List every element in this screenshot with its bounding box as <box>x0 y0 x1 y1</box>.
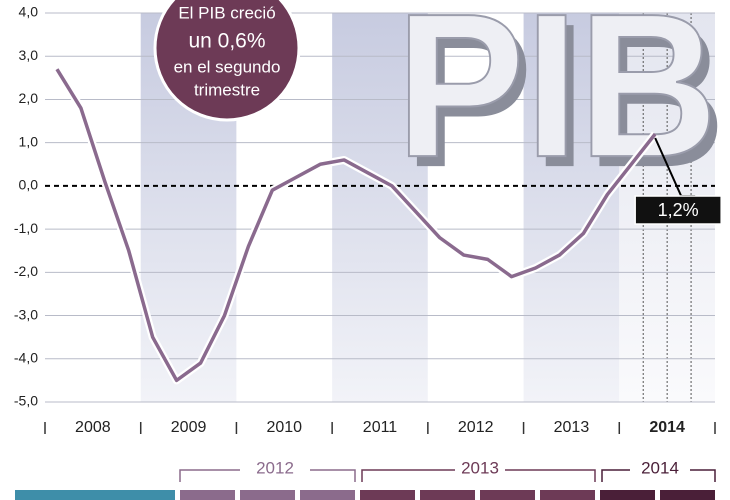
strip-box <box>660 490 715 500</box>
strip-box <box>240 490 295 500</box>
x-tick-label: 2009 <box>171 419 207 436</box>
year-band <box>427 13 524 402</box>
x-tick-label: 2012 <box>458 419 494 436</box>
annotation-line: trimestre <box>194 80 260 99</box>
annotation-line: en el segundo <box>174 57 281 76</box>
y-tick-label: 4,0 <box>19 4 39 20</box>
strip-box <box>600 490 655 500</box>
y-tick-label: 0,0 <box>19 177 39 193</box>
series-line <box>55 68 657 383</box>
strip-box <box>480 490 535 500</box>
x-tick-label: 2014 <box>649 419 685 436</box>
bubble <box>153 0 301 122</box>
x-tick-label: 2011 <box>363 419 398 436</box>
y-tick-label: -4,0 <box>14 349 38 365</box>
bracket <box>179 469 356 482</box>
logo: PIB PIB <box>395 0 726 210</box>
callout-box <box>634 195 722 225</box>
y-tick-label: -1,0 <box>14 220 38 236</box>
y-tick-label: -2,0 <box>14 263 38 279</box>
bracket <box>601 469 716 482</box>
strip-box <box>180 490 235 500</box>
x-tick-label: 2010 <box>266 419 302 436</box>
x-tick-label: 2013 <box>554 419 590 436</box>
y-tick-label: 2,0 <box>19 90 39 106</box>
bottom-group-label: 2013 <box>461 458 499 477</box>
annotation-line: un 0,6% <box>188 30 265 53</box>
y-tick-label: -5,0 <box>14 393 38 409</box>
annotation-bubble: El PIB creció un 0,6% en el segundo trim… <box>153 0 301 122</box>
y-tick-label: 1,0 <box>19 133 39 149</box>
strip-box <box>420 490 475 500</box>
y-tick-label: 3,0 <box>19 47 39 63</box>
annotation-line: El PIB creció <box>178 3 275 22</box>
x-tick-label: 2008 <box>75 419 111 436</box>
bottom-group-label: 2014 <box>641 458 679 477</box>
strip-box <box>300 490 355 500</box>
value-label: 1,2% <box>658 200 699 220</box>
strip-box <box>15 490 175 500</box>
y-tick-label: -3,0 <box>14 306 38 322</box>
bracket <box>361 469 596 482</box>
strip-box <box>360 490 415 500</box>
strip-box <box>540 490 595 500</box>
logo-text: PIB <box>396 0 718 200</box>
bottom-group-label: 2012 <box>256 458 294 477</box>
